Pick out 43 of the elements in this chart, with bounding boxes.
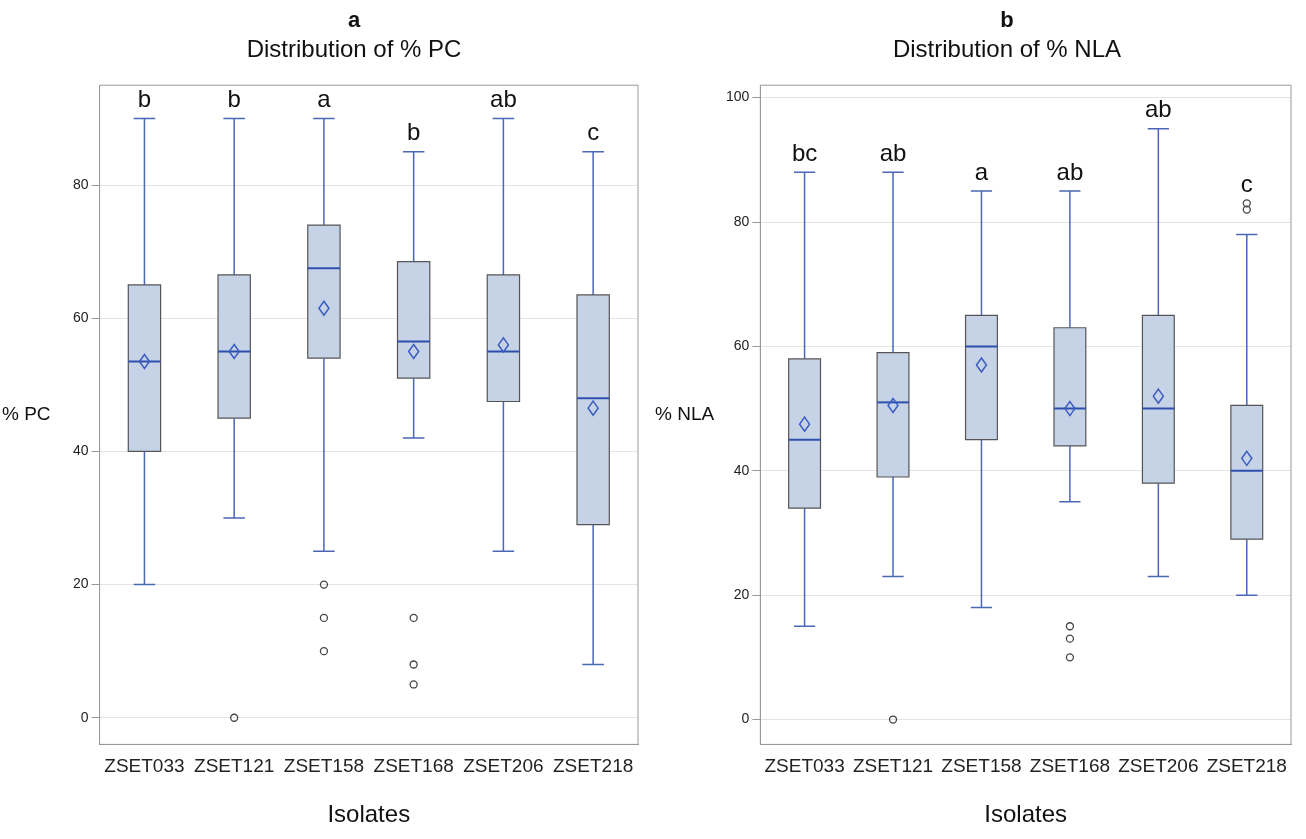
y-axis-title: % NLA [655, 403, 715, 425]
y-tick-label: 20 [72, 575, 89, 592]
y-tick-label: 20 [733, 586, 750, 603]
x-tick-label: ZSET206 [1118, 755, 1199, 777]
annotation: a [974, 157, 989, 185]
annotation: b [406, 118, 421, 146]
x-tick-label: ZSET218 [1206, 755, 1287, 777]
y-tick-label: 60 [72, 309, 89, 326]
x-tick-label: ZSET206 [463, 755, 544, 777]
annotation: c [587, 118, 600, 146]
annotation: b [137, 85, 152, 113]
x-tick-label: ZSET158 [941, 755, 1022, 777]
y-tick-label: 60 [733, 337, 750, 354]
x-tick-label: ZSET168 [373, 755, 454, 777]
annotation: c [1240, 169, 1253, 197]
chart-title: a [347, 7, 361, 33]
y-tick-label: 80 [733, 212, 750, 229]
x-tick-label: ZSET158 [283, 755, 365, 777]
annotation: ab [490, 85, 517, 113]
annotation: a [317, 85, 332, 113]
y-tick-label: 40 [733, 461, 750, 478]
x-tick-label: ZSET121 [194, 755, 275, 777]
y-tick-label: 100 [726, 88, 750, 105]
x-tick-label: ZSET033 [764, 755, 845, 777]
annotation: b [227, 85, 241, 113]
y-tick-label: 80 [72, 175, 89, 192]
annotation: ab [879, 138, 907, 166]
x-tick-label: ZSET218 [553, 755, 634, 777]
y-tick-label: 0 [80, 708, 89, 725]
annotation: ab [1144, 95, 1172, 123]
chart-subtitle: Distribution of % NLA [892, 35, 1122, 63]
x-axis-title: Isolates [984, 800, 1068, 828]
x-axis-title: Isolates [327, 800, 411, 828]
x-tick-label: ZSET168 [1029, 755, 1111, 777]
annotation: bc [791, 138, 818, 166]
annotation: ab [1056, 157, 1084, 185]
x-tick-label: ZSET033 [104, 755, 185, 777]
y-tick-label: 40 [72, 442, 89, 459]
y-axis-title: % PC [2, 403, 51, 425]
y-tick-label: 0 [741, 710, 750, 727]
chart-subtitle: Distribution of % PC [246, 35, 462, 63]
chart-title: b [1000, 7, 1014, 33]
x-tick-label: ZSET121 [852, 755, 934, 777]
